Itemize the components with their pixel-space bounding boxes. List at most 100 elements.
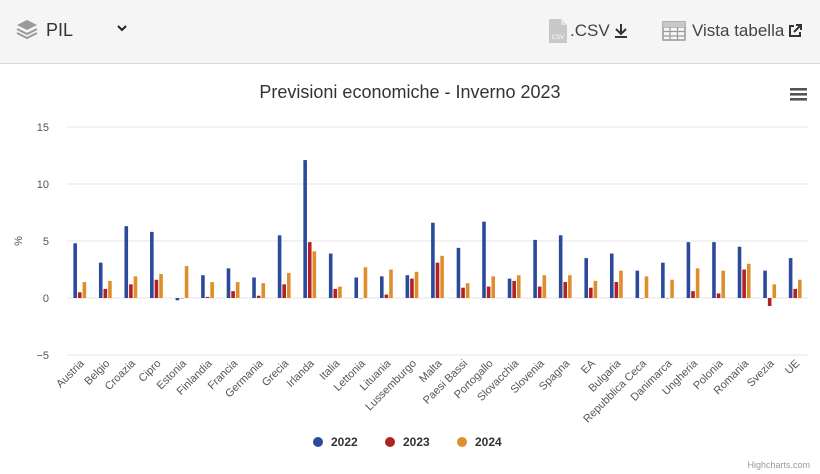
bar-2024-Belgio[interactable] [108,280,112,298]
bar-2023-Spagna[interactable] [563,282,568,298]
bar-2024-Ungheria[interactable] [695,268,700,298]
bar-2022-Lettonia[interactable] [354,277,359,298]
bar-2024-Lussemburgo[interactable] [414,271,419,298]
bar-2024-Austria[interactable] [82,282,87,298]
bar-2023-UE[interactable] [793,288,798,298]
bar-2022-Cipro[interactable] [150,231,154,298]
x-tick-label: Irlanda [285,357,318,390]
legend-item-2024[interactable]: 2024 [457,435,502,449]
bar-2023-Slovacchia[interactable] [512,280,516,298]
bar-2024-Cipro[interactable] [159,274,163,298]
csv-download-button[interactable]: CSV .CSV [548,16,628,46]
y-axis-label: % [13,236,25,246]
bar-2022-Ungheria[interactable] [686,242,691,298]
bar-2022-Slovacchia[interactable] [507,278,512,298]
bar-2024-Italia[interactable] [338,286,342,298]
bar-2022-Romania[interactable] [737,246,742,298]
bar-2022-Irlanda[interactable] [303,160,307,298]
bar-2023-Lussemburgo[interactable] [410,278,414,298]
x-tick-label: UE [783,358,802,377]
bar-2024-Lituania[interactable] [389,269,393,299]
bar-2023-Germania[interactable] [256,295,261,298]
chart-menu-button[interactable] [790,88,807,101]
bar-2023-Svezia[interactable] [767,298,772,306]
bar-2024-Portogallo[interactable] [491,276,496,298]
bar-2024-Svezia[interactable] [772,284,777,298]
bar-2023-Grecia[interactable] [282,284,286,298]
table-view-label: Vista tabella [692,21,785,40]
bar-2023-Italia[interactable] [333,288,338,298]
bar-2022-Lituania[interactable] [379,276,384,298]
chevron-down-icon [117,25,127,32]
bar-2024-Romania[interactable] [746,263,751,298]
bar-2022-Austria[interactable] [73,243,77,298]
bar-2022-Belgio[interactable] [98,262,103,298]
download-icon [614,24,627,38]
legend-item-2023[interactable]: 2023 [385,435,430,449]
bar-2022-EA[interactable] [584,258,589,298]
bar-2022-Paesi Bassi[interactable] [456,247,461,298]
bar-2022-Croazia[interactable] [124,226,129,298]
bar-2023-Polonia[interactable] [716,293,721,298]
bar-2022-Slovenia[interactable] [533,239,537,298]
bar-2024-Spagna[interactable] [568,275,572,298]
bar-2022-Finlandia[interactable] [201,275,205,298]
bar-2024-Finlandia[interactable] [210,282,214,298]
bar-2022-Germania[interactable] [252,277,256,298]
bar-2022-Grecia[interactable] [277,235,282,298]
bar-2022-Spagna[interactable] [558,235,563,298]
bar-2024-Croazia[interactable] [133,276,138,298]
bar-2024-Germania[interactable] [261,283,266,298]
credits[interactable]: Highcharts.com [747,460,810,470]
bar-2022-Portogallo[interactable] [482,221,486,298]
bar-2023-Romania[interactable] [742,269,746,299]
bar-2023-EA[interactable] [589,287,593,298]
bar-2024-EA[interactable] [593,280,598,298]
legend-item-2022[interactable]: 2022 [313,435,358,449]
bar-2022-Danimarca[interactable] [661,262,665,298]
bar-2024-Grecia[interactable] [286,272,291,298]
bar-2023-Belgio[interactable] [103,288,108,298]
bar-chart: Previsioni economiche - Inverno 2023 −5 0… [13,82,810,470]
bar-2024-Slovenia[interactable] [542,275,547,298]
bar-2023-Bulgaria[interactable] [614,282,619,298]
bar-2022-Lussemburgo[interactable] [405,275,410,298]
bar-2022-Estonia[interactable] [175,298,180,301]
bar-2023-Irlanda[interactable] [307,242,312,298]
bar-2024-Slovacchia[interactable] [516,275,521,298]
bar-2022-Svezia[interactable] [763,270,767,298]
bar-2023-Slovenia[interactable] [537,286,542,298]
bar-2023-Austria[interactable] [77,292,82,298]
bar-2024-UE[interactable] [798,279,802,298]
bar-2024-Francia[interactable] [235,282,240,298]
bar-2024-Lettonia[interactable] [363,267,368,298]
bar-2023-Croazia[interactable] [129,284,133,298]
bar-2023-Francia[interactable] [231,291,235,298]
legend-marker [457,437,467,447]
bar-2024-Repubblica Ceca[interactable] [644,276,649,298]
indicator-select[interactable]: PIL [16,16,134,44]
table-view-button[interactable]: Vista tabella [662,16,803,46]
bar-2024-Danimarca[interactable] [670,279,674,298]
bar-2022-Repubblica Ceca[interactable] [635,270,640,298]
bar-2022-Italia[interactable] [328,253,333,298]
bar-2022-Malta[interactable] [431,222,435,298]
bar-2023-Lituania[interactable] [384,294,389,298]
bar-2023-Finlandia[interactable] [205,296,210,298]
bar-2022-Francia[interactable] [226,268,231,298]
bar-2023-Ungheria[interactable] [691,291,695,298]
bar-2024-Estonia[interactable] [184,266,189,298]
bar-2023-Portogallo[interactable] [486,286,491,298]
bar-2024-Bulgaria[interactable] [619,270,623,298]
bar-2023-Malta[interactable] [435,262,440,298]
bar-2022-Bulgaria[interactable] [609,253,614,298]
bar-2024-Polonia[interactable] [721,270,725,298]
bar-2024-Paesi Bassi[interactable] [465,283,470,298]
bar-2024-Irlanda[interactable] [312,251,317,298]
bar-2023-Paesi Bassi[interactable] [461,287,465,298]
bar-2023-Cipro[interactable] [154,279,159,298]
bar-2024-Malta[interactable] [440,255,444,298]
legend-marker [385,437,395,447]
bar-2022-Polonia[interactable] [712,242,716,298]
bar-2022-UE[interactable] [788,258,793,298]
